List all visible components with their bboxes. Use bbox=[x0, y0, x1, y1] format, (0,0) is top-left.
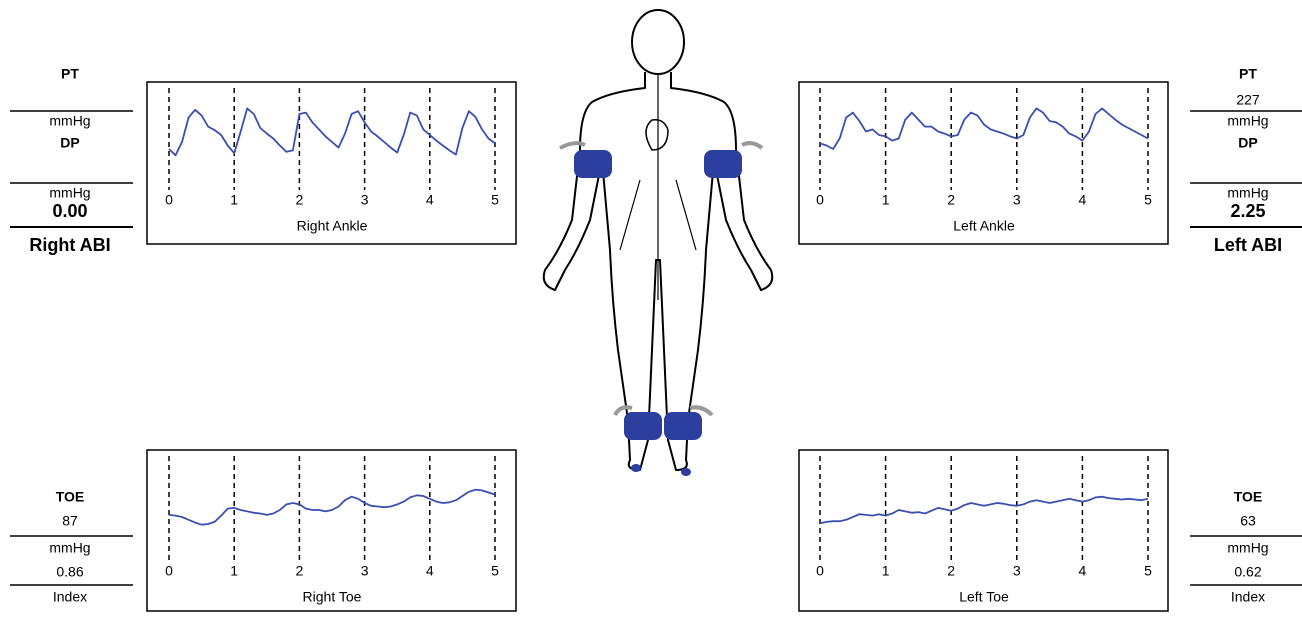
label: PT bbox=[61, 66, 79, 82]
x-tick-label: 4 bbox=[426, 563, 434, 579]
page: {"chart_data": [ {"type": "line", "x_lab… bbox=[0, 0, 1302, 612]
cuff bbox=[574, 150, 612, 178]
unit: mmHg bbox=[49, 540, 90, 556]
label: DP bbox=[60, 135, 79, 151]
x-tick-label: 5 bbox=[1144, 192, 1152, 208]
label: TOE bbox=[1234, 489, 1263, 505]
x-tick-label: 2 bbox=[296, 192, 304, 208]
x-tick-label: 2 bbox=[947, 563, 955, 579]
unit: mmHg bbox=[1227, 540, 1268, 556]
x-axis-label: Right Ankle bbox=[297, 218, 368, 234]
value: 87 bbox=[62, 513, 78, 529]
right-toe-panel: TOE 87 mmHg 0.86 Index bbox=[10, 489, 133, 605]
x-tick-label: 2 bbox=[947, 192, 955, 208]
x-tick-label: 5 bbox=[491, 192, 499, 208]
label: DP bbox=[1238, 135, 1257, 151]
x-axis-label: Left Ankle bbox=[953, 218, 1015, 234]
x-tick-label: 0 bbox=[816, 563, 824, 579]
x-tick-label: 5 bbox=[491, 563, 499, 579]
x-tick-label: 1 bbox=[230, 563, 238, 579]
toe-sensor bbox=[631, 464, 641, 472]
x-tick-label: 3 bbox=[361, 563, 369, 579]
unit: mmHg bbox=[49, 113, 90, 129]
unit: mmHg bbox=[1227, 185, 1268, 201]
x-tick-label: 0 bbox=[165, 192, 173, 208]
waveform bbox=[820, 108, 1148, 149]
left-ankle-panel: PT 227 mmHg DP mmHg 2.25 Left ABI bbox=[1190, 66, 1302, 255]
cuff bbox=[664, 412, 702, 440]
toe-sensor bbox=[681, 468, 691, 476]
unit: mmHg bbox=[49, 185, 90, 201]
label: Index bbox=[53, 589, 87, 605]
value: 227 bbox=[1236, 92, 1260, 108]
x-tick-label: 3 bbox=[1013, 192, 1021, 208]
label: Index bbox=[1231, 589, 1265, 605]
x-tick-label: 5 bbox=[1144, 563, 1152, 579]
abi-value: 0.00 bbox=[52, 201, 87, 221]
waveform bbox=[169, 490, 495, 525]
x-tick-label: 0 bbox=[816, 192, 824, 208]
x-tick-label: 3 bbox=[1013, 563, 1021, 579]
x-tick-label: 3 bbox=[361, 192, 369, 208]
x-tick-label: 4 bbox=[1079, 192, 1087, 208]
x-axis-label: Left Toe bbox=[959, 589, 1009, 605]
cuff bbox=[624, 412, 662, 440]
abi-label: Left ABI bbox=[1214, 235, 1282, 255]
chart-frame bbox=[147, 450, 516, 611]
x-tick-label: 2 bbox=[296, 563, 304, 579]
x-tick-label: 1 bbox=[882, 192, 890, 208]
x-tick-label: 4 bbox=[426, 192, 434, 208]
value: 0.86 bbox=[56, 564, 83, 580]
x-tick-label: 0 bbox=[165, 563, 173, 579]
abi-label: Right ABI bbox=[29, 235, 110, 255]
left-toe-panel: TOE 63 mmHg 0.62 Index bbox=[1190, 489, 1302, 605]
waveform bbox=[169, 108, 495, 155]
waveform bbox=[820, 497, 1148, 524]
right-ankle-panel: PT mmHg DP mmHg 0.00 Right ABI bbox=[10, 66, 133, 255]
x-tick-label: 1 bbox=[882, 563, 890, 579]
label: TOE bbox=[56, 489, 85, 505]
unit: mmHg bbox=[1227, 113, 1268, 129]
report: PT mmHg DP mmHg 0.00 Right ABI PT 227 mm… bbox=[0, 0, 1302, 612]
value: 63 bbox=[1240, 513, 1256, 529]
chart-frame bbox=[799, 450, 1168, 611]
label: PT bbox=[1239, 66, 1257, 82]
cuff bbox=[704, 150, 742, 178]
body-figure bbox=[544, 10, 773, 470]
x-tick-label: 1 bbox=[230, 192, 238, 208]
x-axis-label: Right Toe bbox=[303, 589, 362, 605]
value: 0.62 bbox=[1234, 564, 1261, 580]
abi-value: 2.25 bbox=[1230, 201, 1265, 221]
x-tick-label: 4 bbox=[1079, 563, 1087, 579]
